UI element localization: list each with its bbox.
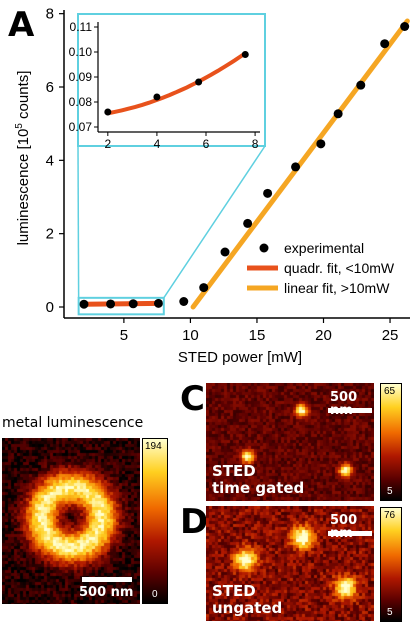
data-point xyxy=(199,283,209,293)
data-point xyxy=(316,139,326,149)
panel-c-caption-line1: STED xyxy=(212,462,256,480)
panel-b-title: metal luminescence xyxy=(2,415,144,431)
panel-b-colorbar-max: 194 xyxy=(145,441,162,452)
inset-connector xyxy=(77,145,80,298)
panel-d-colorbar-min: 5 xyxy=(387,607,393,618)
data-point xyxy=(333,109,343,119)
panel-letter-d: D xyxy=(180,502,209,542)
inset-frame xyxy=(77,13,266,147)
inset-x-tick-label: 6 xyxy=(203,137,210,151)
data-point xyxy=(106,299,116,309)
inset-data-point xyxy=(104,108,112,116)
inset-x-tick-label: 4 xyxy=(154,137,161,151)
time-gated-image xyxy=(206,383,374,501)
panel-b-scale-bar xyxy=(82,577,132,582)
y-tick-label: 6 xyxy=(46,79,54,96)
inset-data-point xyxy=(195,78,203,86)
data-point xyxy=(400,22,410,31)
panel-c-caption: STED time gated xyxy=(212,463,304,496)
panel-c-image: 500 nm STED time gated xyxy=(206,383,374,501)
inset-zoom: 2 4 6 8 0.07 0.08 0.09 0.10 0.11 xyxy=(69,13,266,316)
inset-x-tick-label: 2 xyxy=(104,137,111,151)
y-tick-label: 2 xyxy=(46,226,54,243)
y-axis-label-main: luminescence [10 xyxy=(15,129,32,246)
legend-marker-experimental xyxy=(259,243,269,253)
panel-d-colorbar-max: 76 xyxy=(384,510,396,521)
data-point xyxy=(291,162,301,172)
panel-letter-c: C xyxy=(180,379,205,419)
data-point xyxy=(179,297,189,306)
x-axis-label: STED power [mW] xyxy=(178,349,302,366)
panel-c-colorbar-min: 5 xyxy=(387,486,393,497)
panel-d-caption-line1: STED xyxy=(212,582,256,600)
zoom-region xyxy=(77,296,165,316)
panel-b-scale-label: 500 nm xyxy=(79,585,134,600)
y-tick-label: 8 xyxy=(46,6,54,23)
legend-label-quadratic: quadr. fit, <10mW xyxy=(284,260,395,276)
inset-y-tick-label: 0.07 xyxy=(69,120,93,134)
panel-b-colorbar: 194 0 xyxy=(142,438,168,604)
linear-fit-line xyxy=(190,18,410,310)
panel-c-colorbar: 65 5 xyxy=(380,383,402,501)
inset-quadratic-fit xyxy=(105,51,248,116)
x-tick-label: 10 xyxy=(182,327,199,344)
data-point xyxy=(153,298,163,308)
panel-d-scale-label: 500 nm xyxy=(330,513,358,540)
inset-data-point xyxy=(241,51,249,58)
experimental-points xyxy=(79,22,410,309)
legend: experimental quadr. fit, <10mW linear fi… xyxy=(247,240,395,296)
quadratic-fit-line xyxy=(81,300,161,307)
inset-connector xyxy=(163,145,266,299)
panel-d-image: 500 nm STED ungated xyxy=(206,506,374,621)
data-point xyxy=(380,39,390,49)
x-tick-label: 15 xyxy=(249,327,266,344)
y-axis-label-unit: counts] xyxy=(15,71,32,124)
x-tick-label: 5 xyxy=(120,327,128,344)
y-axis-label: luminescence [105 counts] xyxy=(14,71,32,246)
data-point xyxy=(243,218,253,228)
data-point xyxy=(79,299,89,309)
inset-y-tick-label: 0.09 xyxy=(69,70,93,84)
data-point xyxy=(128,299,138,309)
panel-d-caption: STED ungated xyxy=(212,583,282,616)
ungated-image xyxy=(206,506,374,621)
inset-x-tick-label: 8 xyxy=(252,137,259,151)
panel-b-image: 500 nm xyxy=(2,438,140,604)
y-tick-label: 0 xyxy=(46,299,54,316)
inset-data-point xyxy=(153,93,161,101)
panel-d-colorbar: 76 5 xyxy=(380,507,402,622)
x-tick-label: 20 xyxy=(315,327,332,344)
quadratic-fit-segment xyxy=(81,300,161,307)
data-point xyxy=(220,247,230,257)
panel-d-scale-bar xyxy=(328,531,372,536)
data-point xyxy=(263,188,273,198)
inset-y-tick-label: 0.08 xyxy=(69,95,93,109)
panel-d-caption-line2: ungated xyxy=(212,598,283,617)
y-axis-label-exp: 5 xyxy=(14,123,25,129)
main-axes xyxy=(63,10,410,319)
y-tick-label: 4 xyxy=(46,152,54,169)
legend-label-linear: linear fit, >10mW xyxy=(284,280,390,296)
panel-letter-a: A xyxy=(8,5,35,45)
panel-b-colorbar-min: 0 xyxy=(152,589,158,600)
panel-c-scale-label: 500 nm xyxy=(330,390,358,417)
inset-y-tick-label: 0.11 xyxy=(70,20,93,34)
data-point xyxy=(356,80,366,90)
panel-c-scale-bar xyxy=(328,408,372,413)
panel-c-caption-line2: time gated xyxy=(212,478,305,497)
legend-label-experimental: experimental xyxy=(284,240,364,256)
linear-fit-segment xyxy=(190,18,410,310)
inset-y-tick-label: 0.10 xyxy=(69,45,93,59)
main-ticks: 5 10 15 20 25 0 2 4 6 8 xyxy=(46,6,399,344)
x-tick-label: 25 xyxy=(382,327,399,344)
luminescence-ring-image xyxy=(2,438,140,604)
panel-c-colorbar-max: 65 xyxy=(384,386,396,397)
